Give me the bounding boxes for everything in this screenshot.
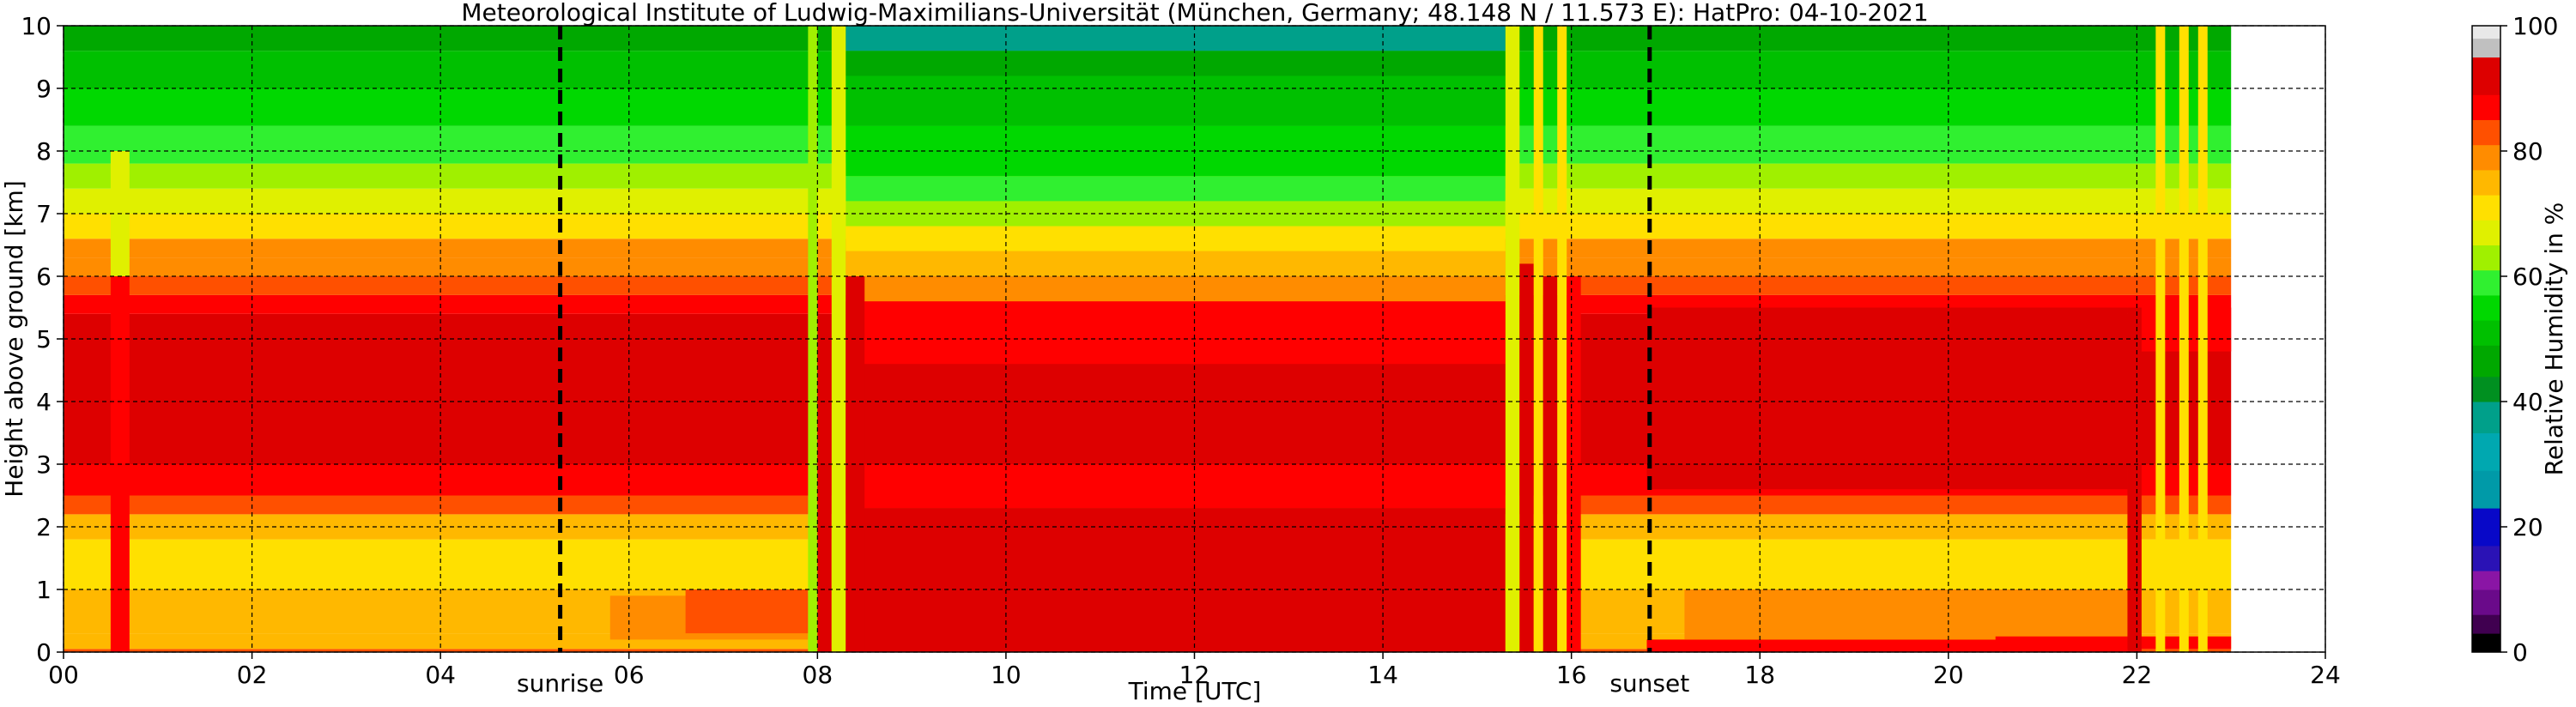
heatmap-cell [1995, 636, 2232, 650]
heatmap-cell [846, 301, 1506, 365]
colorbar-segment [2472, 245, 2500, 271]
colorbar-segment [2472, 470, 2500, 509]
heatmap-cell [846, 276, 1506, 302]
x-tick-label: 02 [237, 661, 268, 689]
colorbar-segment [2472, 508, 2500, 547]
heatmap-cell [846, 51, 1506, 76]
colorbar-frame [2471, 25, 2501, 653]
x-tick-label: 18 [1744, 661, 1775, 689]
colorbar-segment [2472, 38, 2500, 57]
heatmap-cell [846, 508, 1506, 652]
colorbar-segment [2472, 589, 2500, 615]
heatmap-cell [846, 489, 1506, 509]
colorbar-tick-label: 40 [2512, 388, 2543, 416]
x-tick-label: 10 [991, 661, 1021, 689]
colorbar-segment [2472, 57, 2500, 95]
y-axis-label: Height above ground [km] [0, 180, 28, 498]
chart-title: Meteorological Institute of Ludwig-Maxim… [461, 0, 1928, 27]
colorbar-segment [2472, 320, 2500, 346]
x-tick-label: 24 [2310, 661, 2341, 689]
heatmap-cell [846, 226, 1506, 251]
heatmap-cell [1557, 26, 1567, 652]
colorbar-segment [2472, 571, 2500, 590]
y-tick-label: 5 [36, 325, 52, 354]
colorbar-segment [2472, 144, 2500, 171]
colorbar-segment [2472, 345, 2500, 378]
colorbar-segment [2472, 614, 2500, 634]
heatmap-cell [2127, 307, 2142, 652]
colorbar-tick-label: 80 [2512, 137, 2543, 166]
heatmap-cell [1533, 26, 1543, 652]
colorbar-tick-label: 20 [2512, 513, 2543, 541]
x-tick-label: 12 [1179, 661, 1210, 689]
y-tick-label: 9 [36, 75, 52, 103]
colorbar-segment [2472, 294, 2500, 321]
colorbar-segment [2472, 220, 2500, 245]
y-tick-label: 0 [36, 638, 52, 667]
x-axis-ticks: 00 02 04 06 08 10 12 14 16 18 20 22 24 [48, 652, 2341, 689]
heatmap-cell [1519, 263, 1534, 652]
y-tick-label: 2 [36, 513, 52, 541]
colorbar-label: Relative Humidity in % [2540, 202, 2568, 476]
event-label-sunset: sunset [1609, 669, 1689, 698]
heatmap-cell [817, 339, 832, 652]
colorbar [2472, 26, 2500, 653]
colorbar-tick-label: 60 [2512, 263, 2543, 291]
x-tick-label: 20 [1933, 661, 1964, 689]
x-tick-label: 22 [2122, 661, 2153, 689]
y-axis-ticks: 0 1 2 3 4 5 6 7 8 9 10 [21, 12, 64, 667]
heatmap-cell [2197, 26, 2208, 652]
x-tick-label: 08 [803, 661, 833, 689]
colorbar-segment [2472, 195, 2500, 221]
event-label-sunrise: sunrise [517, 669, 603, 698]
x-tick-label: 04 [425, 661, 456, 689]
colorbar-segment [2472, 169, 2500, 196]
heatmap-cell [846, 251, 1506, 276]
colorbar-segment [2472, 432, 2500, 471]
heatmap-cell [1684, 589, 2128, 640]
y-tick-label: 4 [36, 388, 52, 416]
colorbar-segment [2472, 269, 2500, 296]
colorbar-segment [2472, 402, 2500, 433]
colorbar-segment [2472, 633, 2500, 653]
y-tick-label: 8 [36, 137, 52, 166]
heatmap-cell [846, 176, 1506, 202]
x-axis-label: Time [UTC] [1128, 677, 1262, 705]
colorbar-tick-label: 100 [2512, 12, 2558, 40]
heatmap-cell [846, 76, 1506, 126]
x-tick-label: 06 [614, 661, 645, 689]
colorbar-segment [2472, 545, 2500, 571]
heatmap-cell [1505, 26, 1520, 652]
x-tick-label: 16 [1556, 661, 1587, 689]
x-tick-label: 14 [1367, 661, 1398, 689]
y-tick-label: 10 [21, 12, 52, 40]
x-tick-label: 00 [48, 661, 79, 689]
event-lines: sunrise sunset [517, 26, 1689, 698]
heatmap-cell [1646, 307, 2128, 490]
heatmap-cell [808, 26, 818, 652]
colorbar-segment [2472, 119, 2500, 146]
colorbar-segment [2472, 26, 2500, 39]
heatmap-cell [846, 26, 1506, 51]
colorbar-tick-label: 0 [2512, 638, 2528, 667]
y-tick-label: 7 [36, 200, 52, 228]
colorbar-segment [2472, 376, 2500, 402]
y-tick-label: 3 [36, 450, 52, 479]
colorbar-ticks: 0 20 40 60 80 100 [2500, 12, 2558, 667]
colorbar-segment [2472, 94, 2500, 120]
y-tick-label: 6 [36, 263, 52, 291]
heatmap-cell [685, 589, 809, 634]
y-tick-label: 1 [36, 576, 52, 604]
